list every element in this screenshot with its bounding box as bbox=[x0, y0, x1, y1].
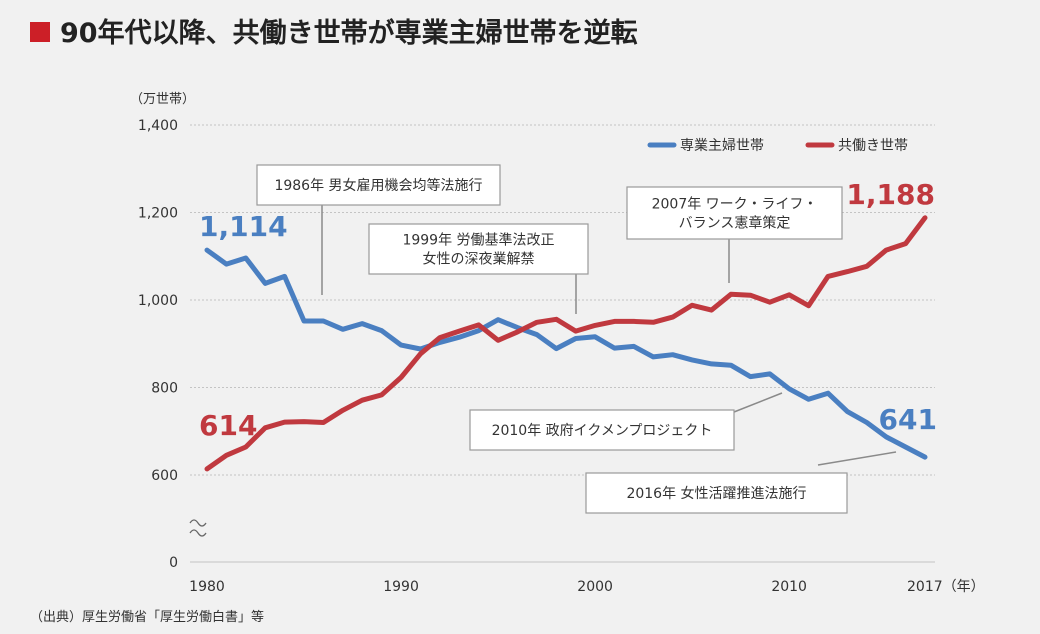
y-axis-unit: （万世帯） bbox=[130, 92, 195, 107]
annotation-box bbox=[256, 164, 501, 206]
data-label: 641 bbox=[879, 403, 937, 436]
data-label: 1,114 bbox=[199, 210, 288, 243]
annotation-box bbox=[626, 186, 843, 240]
annotation-text: 2007年 ワーク・ライフ・ bbox=[652, 197, 818, 213]
y-tick-label: 1,400 bbox=[138, 118, 178, 134]
data-labels: 1,114 614 641 1,188 bbox=[199, 178, 937, 442]
y-tick-label: 1,200 bbox=[138, 206, 178, 222]
annotation-text: 1986年 男女雇用機会均等法施行 bbox=[274, 177, 482, 194]
axis-break-stroke bbox=[189, 529, 207, 537]
annotation-text: 女性の深夜業解禁 bbox=[423, 251, 535, 268]
x-tick-labels: 1980 1990 2000 2010 2017（年） bbox=[189, 579, 984, 595]
series-lines bbox=[204, 215, 928, 472]
dual-income-series-line bbox=[204, 215, 928, 472]
y-tick-label: 0 bbox=[169, 555, 178, 571]
y-tick-label: 1,000 bbox=[138, 293, 178, 309]
annotation-leader bbox=[733, 392, 783, 413]
title-marker-icon bbox=[30, 22, 50, 42]
y-tick-label: 800 bbox=[151, 381, 178, 397]
annotation-text: 2016年 女性活躍推進法施行 bbox=[626, 485, 806, 502]
x-tick-label: 2017（年） bbox=[907, 579, 985, 595]
x-tick-label: 1990 bbox=[383, 579, 419, 595]
data-label: 614 bbox=[199, 409, 257, 442]
annotation-text: 2010年 政府イクメンプロジェクト bbox=[492, 423, 713, 439]
annotation-text: 1999年 労働基準法改正 bbox=[402, 232, 554, 249]
gridlines bbox=[190, 124, 935, 563]
annotation-text: バランス憲章策定 bbox=[679, 215, 791, 232]
legend-label-dual: 共働き世帯 bbox=[838, 138, 908, 154]
annotation-box bbox=[469, 409, 735, 451]
annotation-box bbox=[585, 472, 848, 514]
axis-break-stroke bbox=[189, 519, 207, 527]
x-tick-label: 2010 bbox=[771, 579, 807, 595]
y-tick-labels: 0 600 800 1,000 1,200 1,400 bbox=[138, 118, 178, 571]
y-tick-label: 600 bbox=[151, 468, 178, 484]
axis-break-icon bbox=[189, 519, 207, 537]
chart-title: 90年代以降、共働き世帯が専業主婦世帯を逆転 bbox=[60, 17, 638, 49]
source-note: （出典）厚生労働省「厚生労働白書」等 bbox=[30, 609, 264, 625]
x-tick-label: 1980 bbox=[189, 579, 225, 595]
annotation-leader bbox=[817, 451, 897, 466]
annotation-box bbox=[368, 223, 589, 275]
x-tick-label: 2000 bbox=[577, 579, 613, 595]
housewife-series-line bbox=[204, 247, 928, 460]
legend: 専業主婦世帯 共働き世帯 bbox=[647, 137, 908, 154]
annotation-leader-lines bbox=[321, 205, 897, 466]
data-label: 1,188 bbox=[846, 178, 935, 211]
legend-label-housewife: 専業主婦世帯 bbox=[680, 137, 764, 154]
